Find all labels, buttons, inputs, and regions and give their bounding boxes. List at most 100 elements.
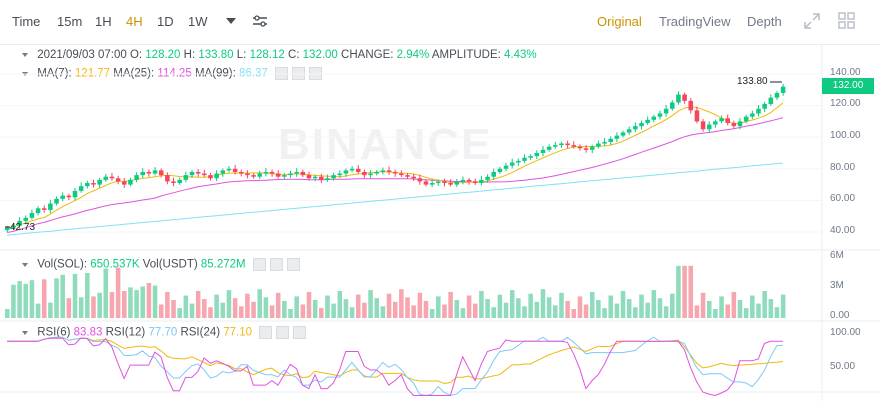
interval-1h[interactable]: 1H [95,14,112,29]
volume-bar [608,295,613,318]
fullscreen-icon[interactable] [803,12,823,32]
volume-bar [731,291,737,318]
candle-body [195,171,201,174]
candle-body [608,138,613,142]
volume-bar [411,305,416,318]
candle-body [109,176,115,179]
interval-time[interactable]: Time [12,14,41,29]
view-tradingview-tab[interactable]: TradingView [659,14,731,29]
vol-caret-icon[interactable] [22,262,28,267]
candle-body [263,171,269,174]
candle-body [516,160,521,163]
volume-bar [528,293,533,318]
volume-bar [633,307,638,318]
volume-bar [442,304,447,318]
volume-bar [41,279,47,318]
volume-bar [17,281,22,318]
candle-body [177,179,182,184]
vol-settings-icon[interactable] [269,258,283,271]
volume-bar [91,296,96,318]
candle-body [589,146,595,150]
view-original-tab[interactable]: Original [597,14,642,29]
price-tick-100: 100.00 [830,130,861,141]
candle-body [485,176,490,180]
current-price-tag: 132.00 [822,78,874,94]
candle-body [294,171,299,174]
volume-bar [189,303,195,318]
rsi-settings-icon[interactable] [276,326,290,339]
candle-body [29,213,35,218]
volume-bar [423,300,429,318]
volume-bar [386,293,392,318]
candle-body [633,126,638,130]
interval-15m[interactable]: 15m [57,14,83,29]
volume-bar [571,309,577,318]
ma7-line [7,102,784,229]
rsi-close-icon[interactable] [293,326,307,339]
vol-close-icon[interactable] [286,258,300,271]
candle-body [663,108,669,114]
change-value: 2.94% [396,49,430,61]
volume-bar [589,291,595,318]
candle-body [472,181,478,184]
collapse-caret-icon[interactable] [22,52,28,57]
vol-sol-value: 650.537K [90,258,140,271]
rsi12-line [7,336,783,397]
interval-4h[interactable]: 4H [126,14,143,29]
candle-body [645,119,650,123]
candle-body [670,102,675,109]
volume-bar [312,300,318,318]
volume-bar [700,292,706,318]
volume-bar [756,303,761,318]
volume-bar [405,297,410,318]
vol-usdt-label: Vol(USDT) [142,258,198,271]
volume-bar [5,309,10,318]
rsi-tick-50: 50.00 [830,361,856,372]
candle-body [66,195,72,198]
volume-bar [202,299,207,318]
volume-bar [626,299,632,318]
rsi12-label: RSI(12) [105,326,146,339]
layout-grid-icon[interactable] [838,12,858,32]
volume-bar [11,284,16,318]
volume-bar [663,306,669,318]
amplitude-value: 4.43% [504,49,537,61]
rsi-caret-icon[interactable] [22,330,28,335]
volume-bar [651,290,657,318]
indicator-settings-icon[interactable] [252,14,268,28]
view-depth-tab[interactable]: Depth [747,14,782,29]
candle-body [226,168,232,171]
candle-body [479,179,484,184]
price-tick-120: 120.00 [830,98,861,109]
candle-body [706,124,712,130]
vol-hide-icon[interactable] [252,258,266,271]
rsi-hide-icon[interactable] [259,326,273,339]
candle-body [509,162,515,166]
volume-bar [774,307,780,318]
candle-body [399,173,404,176]
candle-body [220,170,226,174]
volume-bar [725,304,730,318]
interval-1w[interactable]: 1W [188,14,208,29]
volume-bar [762,291,767,318]
price-tick-40: 40.00 [830,225,856,236]
candle-body [35,208,41,214]
volume-bar [349,307,355,318]
volume-bar [269,305,275,318]
rsi6-line [7,337,783,397]
candle-body [245,173,250,176]
candle-body [97,179,102,185]
volume-bar [85,273,90,318]
candle-body [17,220,22,226]
volume-bar [553,305,558,318]
candle-body [762,104,767,109]
volume-bar [140,286,146,318]
more-intervals-caret-icon[interactable] [226,17,236,25]
candle-body [713,121,718,125]
volume-bar [670,293,675,318]
interval-1d[interactable]: 1D [157,14,174,29]
candle-body [362,171,367,176]
candle-body [146,171,152,174]
high-label: H: [183,49,196,61]
